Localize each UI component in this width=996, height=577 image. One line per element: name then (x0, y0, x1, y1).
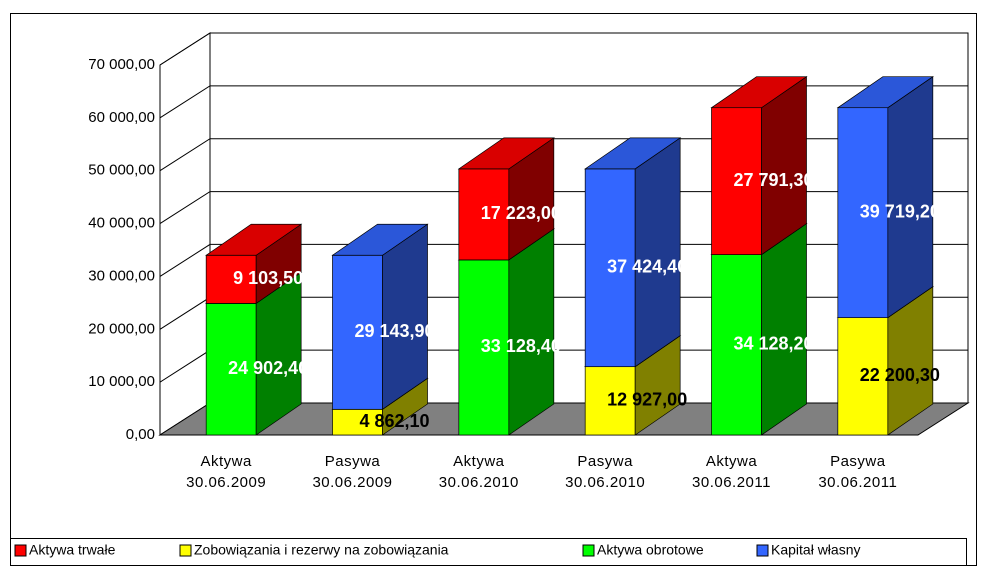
bar-front (584, 168, 636, 368)
bar-top (584, 137, 682, 170)
y-tick-label: 20 000,00 (88, 320, 155, 337)
bar-front (332, 408, 383, 436)
bar-front (458, 168, 510, 261)
plot: 0,00 10 000,00 20 000,00 30 000,00 40 000,00… (88, 32, 970, 443)
value-label: 33 128,40 (481, 336, 561, 356)
y-tick-label: 40 000,00 (88, 215, 155, 232)
legend-swatch (179, 544, 192, 557)
bar-front (711, 107, 762, 255)
bar-segment (457, 137, 555, 261)
bar-side (382, 223, 428, 410)
x-tick-label: Pasywa 30.06.2009 (312, 453, 393, 491)
bar-front (205, 254, 257, 304)
bar-top (836, 76, 934, 109)
bar-side (761, 222, 807, 436)
bar-segment (710, 222, 808, 436)
legend-box (10, 538, 967, 566)
x-tick-label: Pasywa 30.06.2011 (818, 453, 898, 491)
bar-front (332, 254, 383, 410)
legend-swatch (582, 544, 595, 557)
bar-front (458, 259, 510, 436)
value-label: 39 719,20 (860, 201, 940, 221)
legend-label: Zobowiązania i rezerwy na zobowiązania (194, 542, 449, 558)
bar-front (837, 317, 889, 436)
y-tick-label: 50 000,00 (88, 162, 155, 179)
value-label: 24 902,40 (228, 358, 308, 378)
bar-segment (584, 137, 682, 368)
x-tick-label: Aktywa 30.06.2010 (438, 453, 519, 491)
value-label: 17 223,00 (481, 203, 561, 223)
value-label: 37 424,40 (607, 257, 687, 277)
value-label: 4 862,10 (359, 411, 429, 431)
bar-top (331, 223, 429, 256)
y-tick-label: 70 000,00 (88, 56, 155, 73)
value-label: 34 128,20 (733, 334, 813, 354)
y-tick-label: 10 000,00 (88, 373, 155, 390)
bar-front (205, 303, 257, 436)
legend-label: Aktywa obrotowe (597, 542, 704, 558)
bar-segment (331, 223, 429, 410)
y-tick-label: 60 000,00 (88, 109, 155, 126)
x-tick-label: Pasywa 30.06.2010 (565, 453, 646, 491)
bar-segment (205, 223, 303, 305)
bar-front (711, 254, 762, 436)
bar-segment (836, 76, 934, 319)
x-tick-label: Aktywa 30.06.2011 (692, 453, 771, 491)
grid-line (159, 85, 968, 119)
legend-swatch (14, 544, 27, 557)
grid-line (159, 32, 968, 66)
bar-front (837, 107, 889, 319)
bar-front (584, 366, 636, 436)
y-tick-label: 0,00 (126, 426, 155, 443)
side-wall (159, 32, 211, 436)
bar-segment (710, 76, 808, 256)
legend-label: Kapitał własny (771, 542, 861, 558)
bar-top (457, 137, 555, 170)
y-tick-label: 30 000,00 (88, 267, 155, 284)
value-label: 12 927,00 (607, 390, 687, 410)
bar-side (887, 76, 934, 319)
x-tick-label: Aktywa 30.06.2009 (186, 453, 267, 491)
value-label: 29 143,90 (354, 321, 434, 341)
bar-top (205, 223, 303, 256)
legend-label: Aktywa trwałe (29, 542, 116, 558)
value-label: 9 103,50 (233, 268, 303, 288)
value-label: 27 791,30 (733, 170, 813, 190)
legend-swatch (756, 544, 769, 557)
bar-side (508, 228, 555, 436)
bar-side (634, 137, 681, 368)
bar-top (710, 76, 808, 109)
value-label: 22 200,30 (860, 365, 940, 385)
bar-segment (205, 271, 303, 436)
